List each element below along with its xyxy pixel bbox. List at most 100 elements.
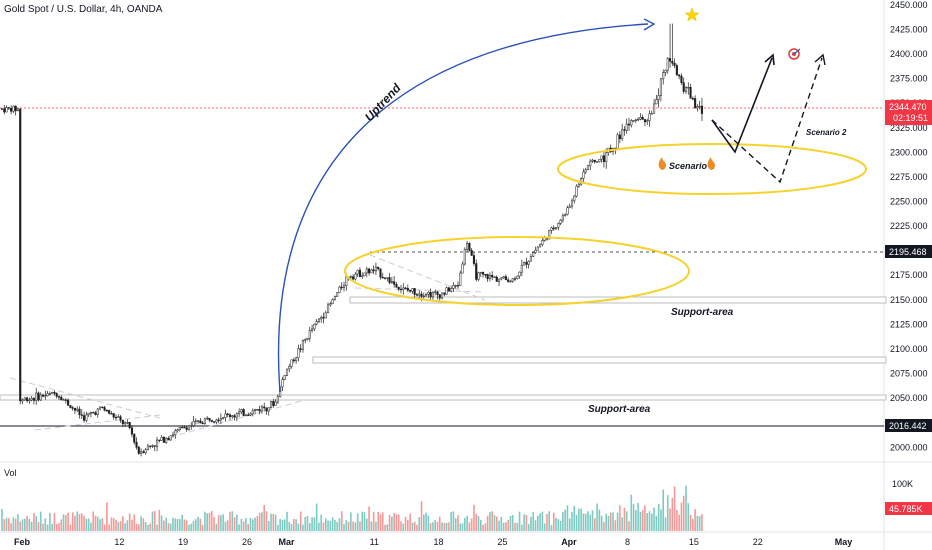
candle (144, 448, 147, 455)
candle-body (121, 419, 124, 425)
volume-bar (621, 517, 623, 531)
candle (454, 284, 457, 289)
candle-body (627, 123, 631, 126)
candle (135, 437, 138, 450)
candle (244, 414, 248, 417)
candle (659, 78, 662, 102)
candle (329, 301, 332, 307)
volume-bar (689, 514, 692, 531)
volume-bar (438, 516, 441, 531)
zone-ellipse-march[interactable] (344, 236, 690, 306)
candle-body (37, 392, 40, 401)
support-band-middle[interactable] (312, 356, 887, 364)
candle-body (630, 120, 633, 126)
price-tick-label: 2325.000 (890, 123, 928, 133)
candle (425, 292, 428, 297)
uptrend-curve[interactable] (277, 23, 649, 393)
volume-bar (616, 512, 619, 531)
volume-bar (541, 511, 544, 531)
candle-body (313, 323, 316, 330)
candle-body (240, 409, 243, 413)
volume-bar (491, 511, 493, 531)
volume-bar (270, 513, 272, 531)
scenario-2-path[interactable] (711, 57, 823, 184)
volume-bar (575, 514, 578, 531)
candlestick-series (0, 23, 704, 457)
candle (657, 88, 660, 108)
candle-body (267, 407, 270, 412)
volume-bar (231, 511, 234, 531)
volume-bar (261, 512, 263, 531)
support-band-upper[interactable] (349, 296, 887, 304)
volume-bar (320, 514, 322, 531)
volume-bar (288, 521, 291, 531)
candle (468, 242, 471, 252)
candle-body (308, 330, 311, 339)
volume-bar (671, 497, 674, 531)
price-axis[interactable]: 2450.0002425.0002400.0002375.0002350.000… (890, 0, 928, 452)
candle (119, 415, 122, 423)
symbol-title[interactable]: Gold Spot / U.S. Dollar, 4h, OANDA (4, 4, 163, 15)
candle (488, 272, 491, 282)
candle (197, 420, 200, 424)
candle-body (700, 105, 704, 114)
volume-bar (427, 515, 430, 531)
candle-body (105, 410, 108, 412)
candle (541, 237, 544, 247)
volume-bar (418, 517, 421, 531)
candle-body (19, 108, 22, 402)
candle-body (345, 276, 348, 287)
candle (126, 419, 129, 425)
candle-body (215, 419, 218, 423)
volume-bar (384, 524, 386, 531)
candle (174, 428, 177, 439)
candle-body (680, 75, 683, 83)
volume-bar (477, 516, 480, 531)
volume-bar (486, 515, 489, 531)
candle (520, 259, 523, 277)
volume-bar (197, 516, 199, 531)
candle (299, 344, 302, 353)
time-axis[interactable]: Feb 12 19 26 Mar 11 18 25 Apr 8 15 22 May (14, 537, 852, 547)
scenario-1-path[interactable] (711, 57, 773, 154)
candle-body (363, 272, 366, 277)
candle (256, 409, 259, 411)
support-band-lower[interactable] (0, 394, 887, 401)
candle (552, 225, 555, 231)
volume-bar (19, 521, 22, 531)
time-tick-label: Apr (561, 537, 577, 547)
candle-body (463, 249, 466, 265)
time-tick-label: Mar (278, 537, 295, 547)
candle-body (655, 99, 658, 105)
candle (41, 393, 45, 398)
volume-bar (331, 517, 334, 531)
candle-body (178, 427, 181, 430)
volume-bar (208, 512, 211, 531)
candle-body (238, 411, 241, 415)
volume-bar (482, 524, 484, 531)
volume-bar (144, 521, 147, 531)
candle (363, 272, 366, 277)
candle (151, 444, 154, 448)
candle (301, 339, 305, 353)
candle-body (443, 292, 446, 295)
candle (406, 284, 409, 293)
volume-bar (660, 509, 662, 531)
volume-bar (87, 518, 90, 531)
candle-body (415, 294, 419, 296)
candle (183, 425, 186, 429)
candle (73, 407, 77, 415)
candle-body (315, 321, 318, 325)
zone-ellipse-april[interactable] (557, 143, 867, 195)
volume-bar (172, 517, 174, 531)
candle (92, 411, 95, 414)
candle (694, 95, 697, 109)
candle (554, 227, 558, 231)
volume-bar (254, 517, 256, 531)
volume-bar (400, 521, 402, 531)
candle (662, 69, 665, 85)
candle-body (409, 290, 412, 292)
volume-bar (110, 517, 113, 531)
volume-bar (662, 489, 664, 531)
